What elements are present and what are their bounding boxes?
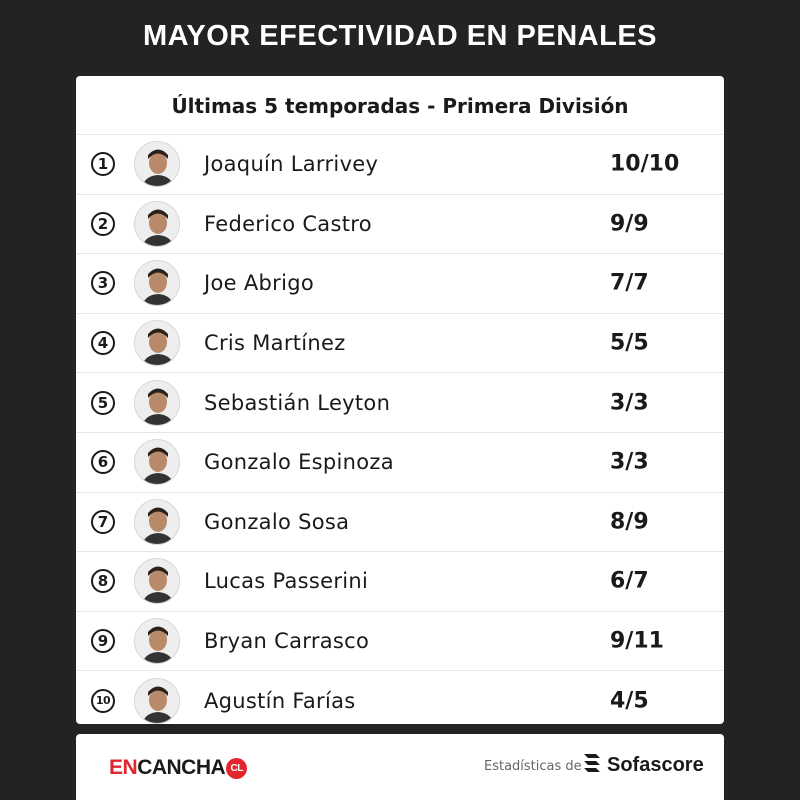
- ranking-subtitle: Últimas 5 temporadas - Primera División: [76, 76, 724, 135]
- table-row: 8 Lucas Passerini 6/7: [76, 552, 724, 612]
- rank-badge: 9: [91, 629, 115, 654]
- penalty-score: 9/9: [610, 211, 649, 237]
- table-row: 3 Joe Abrigo 7/7: [76, 254, 724, 314]
- player-name: Bryan Carrasco: [204, 629, 370, 654]
- rank-badge: 5: [91, 390, 115, 415]
- player-avatar: [134, 260, 180, 307]
- table-row: 6 Gonzalo Espinoza 3/3: [76, 433, 724, 493]
- brand-cancha: CANCHA: [137, 756, 226, 779]
- table-row: 10 Agustín Farías 4/5: [76, 671, 724, 724]
- stats-source-label: Estadísticas de: [484, 759, 582, 774]
- player-avatar: [134, 320, 180, 367]
- penalty-score: 7/7: [610, 270, 649, 296]
- penalty-score: 6/7: [610, 568, 649, 594]
- penalty-score: 8/9: [610, 509, 649, 535]
- table-row: 1 Joaquín Larrivey 10/10: [76, 135, 724, 195]
- brand-cl-badge: CL: [226, 757, 248, 779]
- sofascore-wordmark: Sofascore: [607, 753, 704, 776]
- ranking-card: Últimas 5 temporadas - Primera División …: [76, 76, 724, 724]
- table-row: 2 Federico Castro 9/9: [76, 195, 724, 255]
- player-name: Gonzalo Sosa: [204, 509, 350, 534]
- player-name: Agustín Farías: [204, 688, 356, 713]
- brand-en: EN: [109, 756, 138, 779]
- penalty-score: 10/10: [610, 151, 680, 177]
- footer-bar: EN CANCHA CL Estadísticas de Sofascore: [76, 734, 724, 800]
- rank-badge: 10: [91, 688, 115, 713]
- player-name: Lucas Passerini: [204, 569, 369, 594]
- player-name: Federico Castro: [204, 211, 372, 236]
- rank-badge: 6: [91, 450, 115, 475]
- penalty-score: 4/5: [610, 688, 649, 714]
- rank-badge: 3: [91, 271, 115, 296]
- player-avatar: [134, 141, 180, 188]
- penalty-score: 5/5: [610, 330, 649, 356]
- player-avatar: [134, 439, 180, 486]
- rank-badge: 7: [91, 509, 115, 534]
- penalty-score: 9/11: [610, 628, 664, 654]
- penalty-score: 3/3: [610, 449, 649, 475]
- player-avatar: [134, 677, 180, 724]
- sofascore-logo-icon: [582, 752, 602, 778]
- table-row: 4 Cris Martínez 5/5: [76, 314, 724, 374]
- player-name: Joe Abrigo: [204, 271, 314, 296]
- player-avatar: [134, 498, 180, 545]
- encancha-logo: EN CANCHA CL: [109, 756, 248, 780]
- table-row: 5 Sebastián Leyton 3/3: [76, 373, 724, 433]
- player-name: Sebastián Leyton: [204, 390, 391, 415]
- penalty-score: 3/3: [610, 390, 649, 416]
- player-avatar: [134, 200, 180, 247]
- table-row: 9 Bryan Carrasco 9/11: [76, 612, 724, 672]
- player-name: Gonzalo Espinoza: [204, 450, 394, 475]
- player-avatar: [134, 618, 180, 665]
- table-row: 7 Gonzalo Sosa 8/9: [76, 493, 724, 553]
- player-avatar: [134, 558, 180, 605]
- player-name: Cris Martínez: [204, 331, 346, 356]
- sofascore-logo: Sofascore: [582, 752, 704, 778]
- player-avatar: [134, 379, 180, 426]
- player-name: Joaquín Larrivey: [204, 152, 379, 177]
- rank-badge: 4: [91, 331, 115, 356]
- rank-badge: 2: [91, 211, 115, 236]
- rank-badge: 1: [91, 152, 115, 177]
- rank-badge: 8: [91, 569, 115, 594]
- page-title: MAYOR EFECTIVIDAD EN PENALES: [142, 20, 658, 52]
- ranking-list: 1 Joaquín Larrivey 10/10 2 Federico Castro 9/…: [76, 135, 724, 724]
